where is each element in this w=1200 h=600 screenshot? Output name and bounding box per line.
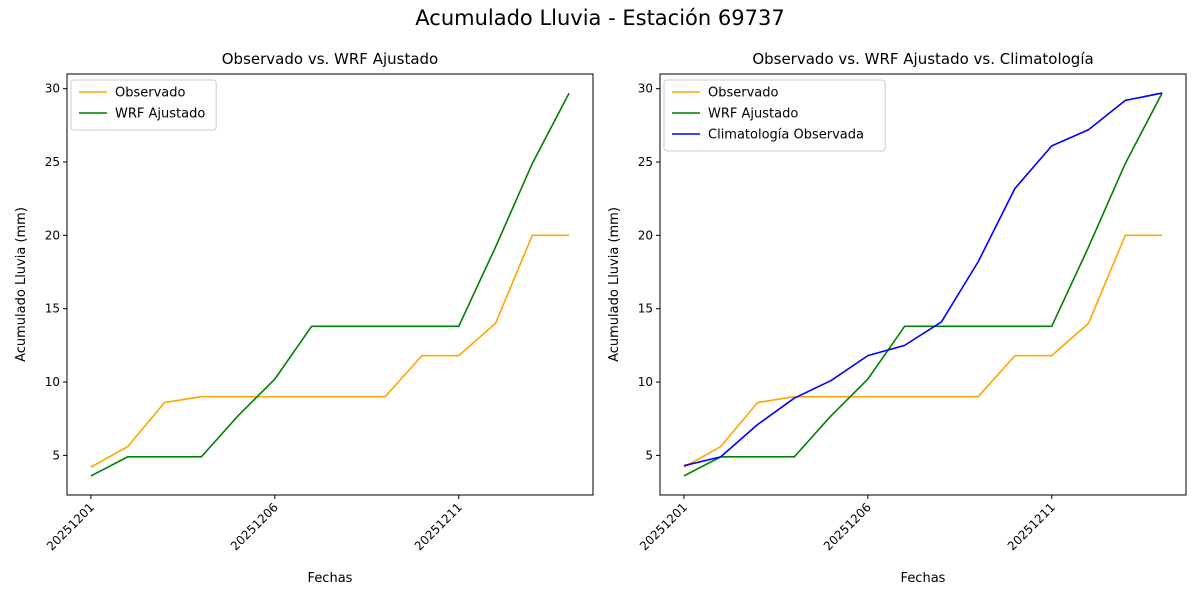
x-tick-label: 20251211 (1005, 500, 1058, 553)
chart-panel-2: Observado vs. WRF Ajustado vs. Climatolo… (607, 50, 1186, 586)
series-line-wrf-ajustado (91, 93, 569, 476)
y-tick-label: 15 (638, 302, 653, 316)
x-axis-label: Fechas (901, 571, 946, 586)
legend-label: Observado (115, 86, 186, 101)
y-tick-label: 30 (45, 82, 60, 96)
chart-title: Observado vs. WRF Ajustado vs. Climatolo… (752, 50, 1093, 68)
legend-label: Climatología Observada (708, 128, 864, 143)
legend: Observado WRF Ajustado (71, 80, 216, 130)
x-tick-label: 20251201 (44, 500, 97, 553)
x-tick-label: 20251206 (821, 500, 874, 553)
chart-title: Observado vs. WRF Ajustado (222, 50, 438, 68)
legend: Observado WRF Ajustado Climatología Observ… (664, 80, 885, 151)
y-tick-label: 5 (52, 448, 60, 462)
series-line-observado (91, 235, 569, 467)
x-tick-label: 20251211 (412, 500, 465, 553)
chart-panel-1: Observado vs. WRF Ajustado 5 10 15 20 25 30 202… (14, 50, 593, 586)
y-tick-label: 25 (638, 155, 653, 169)
legend-label: Observado (708, 86, 779, 101)
plot-frame (67, 74, 593, 495)
x-tick-label: 20251201 (637, 500, 690, 553)
y-tick-label: 10 (45, 375, 60, 389)
legend-label: WRF Ajustado (708, 107, 798, 122)
y-tick-label: 20 (45, 228, 60, 242)
y-tick-label: 10 (638, 375, 653, 389)
series-line-observado (684, 235, 1162, 467)
x-axis-label: Fechas (308, 571, 353, 586)
legend-label: WRF Ajustado (115, 107, 205, 122)
y-axis-label: Acumulado Lluvia (mm) (14, 207, 29, 362)
y-tick-label: 5 (645, 448, 653, 462)
y-tick-label: 25 (45, 155, 60, 169)
x-tick-label: 20251206 (228, 500, 281, 553)
y-tick-label: 30 (638, 82, 653, 96)
y-axis-label: Acumulado Lluvia (mm) (607, 207, 622, 362)
y-tick-label: 15 (45, 302, 60, 316)
y-tick-label: 20 (638, 228, 653, 242)
